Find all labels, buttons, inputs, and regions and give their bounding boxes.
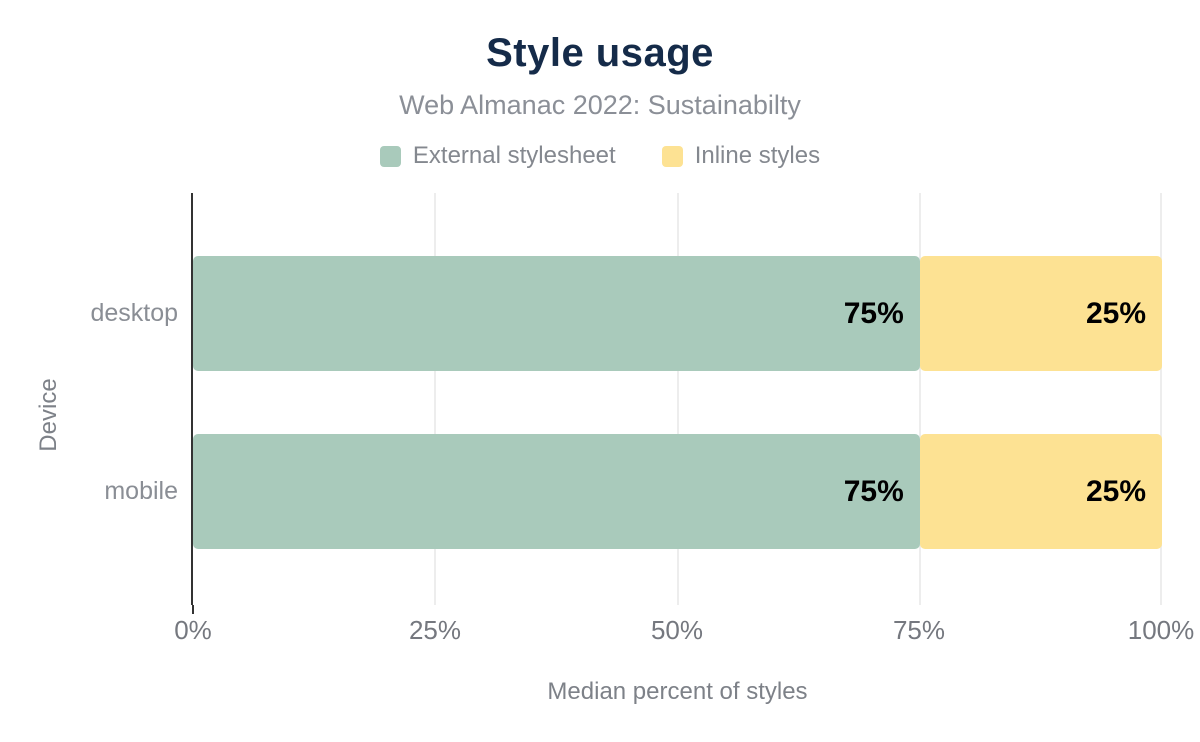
legend-item-inline-styles: Inline styles xyxy=(661,142,821,170)
bar-desktop: 75% 25% xyxy=(193,256,1162,371)
bar-value-label-desktop-inline: 25% xyxy=(1085,296,1146,330)
gridline-100 xyxy=(1160,193,1162,605)
legend-swatch-external-stylesheet-icon xyxy=(379,145,401,167)
x-axis-tick-mark-0 xyxy=(192,605,194,614)
category-label-desktop: desktop xyxy=(90,299,178,327)
plot-area: 75% 25% 75% 25% xyxy=(191,193,1162,605)
chart-title: Style usage xyxy=(486,31,714,75)
bar-segment-mobile-external-stylesheet: 75% xyxy=(193,434,920,549)
bar-mobile: 75% 25% xyxy=(193,434,1162,549)
legend-swatch-inline-styles-icon xyxy=(661,145,683,167)
legend-label-inline-styles: Inline styles xyxy=(694,142,821,169)
category-label-mobile: mobile xyxy=(104,477,178,505)
x-axis-title: Median percent of styles xyxy=(547,678,808,705)
x-tick-label-25: 25% xyxy=(408,615,462,645)
x-tick-label-0: 0% xyxy=(174,615,212,645)
x-tick-label-100: 100% xyxy=(1127,615,1195,645)
gridline-25 xyxy=(434,193,437,605)
x-tick-label-50: 50% xyxy=(650,615,704,645)
legend-label-external-stylesheet: External stylesheet xyxy=(412,142,616,169)
bar-value-label-mobile-inline: 25% xyxy=(1085,474,1146,508)
bar-value-label-mobile-external: 75% xyxy=(843,474,904,508)
x-tick-label-75: 75% xyxy=(892,615,946,645)
bar-segment-desktop-inline-styles: 25% xyxy=(919,256,1162,371)
bar-segment-mobile-inline-styles: 25% xyxy=(919,434,1162,549)
legend-item-external-stylesheet: External stylesheet xyxy=(379,142,616,170)
legend: External stylesheet Inline styles xyxy=(0,141,1200,171)
gridline-50 xyxy=(676,193,679,605)
y-axis-line xyxy=(191,193,193,605)
bar-segment-desktop-external-stylesheet: 75% xyxy=(193,256,920,371)
y-axis-title: Device xyxy=(35,378,62,452)
gridline-75 xyxy=(918,193,921,605)
chart-subtitle: Web Almanac 2022: Sustainabilty xyxy=(399,90,801,120)
bar-value-label-desktop-external: 75% xyxy=(843,296,904,330)
